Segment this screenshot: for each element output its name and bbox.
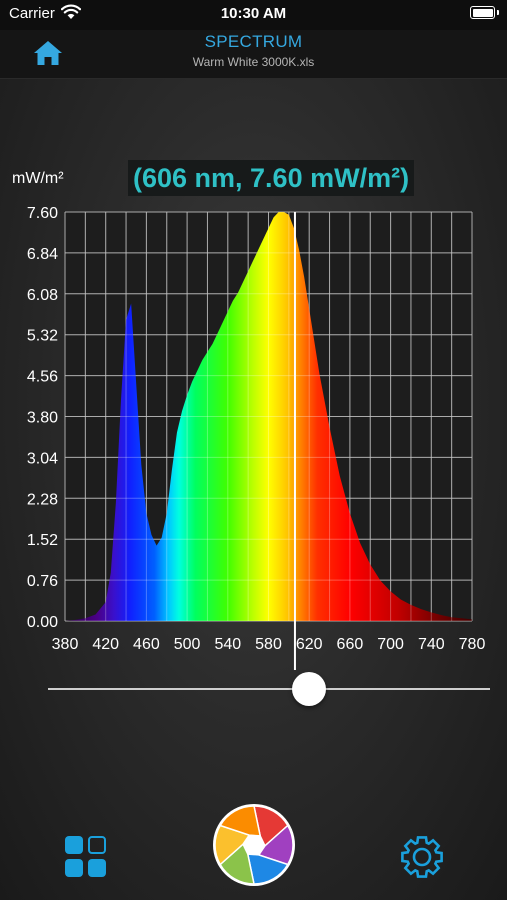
carrier-label: Carrier — [9, 5, 55, 22]
y-tick-label: 1.52 — [27, 532, 58, 549]
slider-track[interactable] — [48, 688, 490, 690]
x-tick-label: 660 — [337, 636, 364, 653]
y-tick-label: 2.28 — [27, 491, 58, 508]
file-name: Warm White 3000K.xls — [192, 55, 315, 69]
gear-icon[interactable] — [398, 833, 446, 881]
x-axis-ticks: 380 420 460 500 540 580 620 660 700 740 780 — [52, 636, 486, 653]
spectrum-chart[interactable]: 0.00 0.76 1.52 2.28 3.04 3.80 4.56 5.32 6.08 6.84… — [0, 200, 507, 670]
y-tick-label: 0.00 — [27, 614, 58, 631]
y-tick-label: 3.80 — [27, 410, 58, 427]
battery-tip — [497, 10, 499, 15]
nav-bar: SPECTRUM Warm White 3000K.xls — [0, 30, 507, 79]
y-tick-label: 0.76 — [27, 573, 58, 590]
tab-bar — [0, 780, 507, 900]
wifi-icon — [61, 4, 81, 19]
y-tick-label: 6.08 — [27, 287, 58, 304]
y-tick-label: 6.84 — [27, 246, 58, 263]
cursor-readout: (606 nm, 7.60 mW/m²) — [128, 160, 415, 196]
x-tick-label: 540 — [214, 636, 241, 653]
wavelength-slider[interactable] — [48, 672, 490, 706]
x-tick-label: 780 — [459, 636, 486, 653]
y-tick-label: 7.60 — [27, 205, 58, 222]
aperture-icon[interactable] — [213, 804, 295, 886]
y-tick-label: 3.04 — [27, 450, 58, 467]
x-tick-label: 580 — [255, 636, 282, 653]
x-tick-label: 420 — [92, 636, 119, 653]
y-axis-unit-label: mW/m² — [12, 170, 64, 187]
page-title: SPECTRUM — [204, 32, 303, 51]
status-bar: Carrier 10:30 AM — [0, 0, 507, 30]
x-tick-label: 700 — [377, 636, 404, 653]
grid-icon[interactable] — [65, 836, 106, 877]
y-tick-label: 4.56 — [27, 369, 58, 386]
chart-grid-overlay — [64, 211, 473, 622]
x-tick-label: 620 — [296, 636, 323, 653]
x-tick-label: 380 — [52, 636, 79, 653]
y-axis-ticks: 0.00 0.76 1.52 2.28 3.04 3.80 4.56 5.32 6.08 6.84… — [27, 205, 58, 631]
battery-icon — [470, 6, 495, 19]
slider-thumb[interactable] — [291, 672, 326, 706]
x-tick-label: 740 — [418, 636, 445, 653]
x-tick-label: 460 — [133, 636, 160, 653]
spectrum-area — [65, 212, 472, 621]
status-time: 10:30 AM — [220, 5, 287, 22]
home-icon[interactable] — [33, 39, 63, 67]
y-tick-label: 5.32 — [27, 328, 58, 345]
x-tick-label: 500 — [174, 636, 201, 653]
